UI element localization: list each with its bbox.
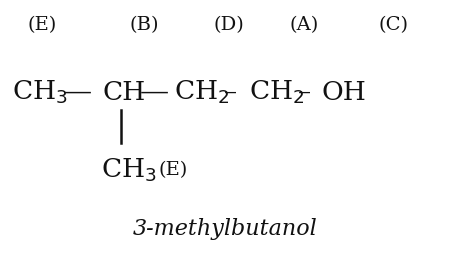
Text: —: — <box>63 78 92 106</box>
Text: (E): (E) <box>158 160 188 178</box>
Text: CH$_{3}$: CH$_{3}$ <box>12 78 68 106</box>
Text: (A): (A) <box>289 16 319 34</box>
Text: (E): (E) <box>27 16 56 34</box>
Text: CH: CH <box>103 80 146 105</box>
Text: –: – <box>224 80 237 105</box>
Text: CH$_{3}$: CH$_{3}$ <box>100 155 156 183</box>
Text: –: – <box>298 80 311 105</box>
Text: (C): (C) <box>378 16 408 34</box>
Text: 3-methylbutanol: 3-methylbutanol <box>133 217 317 239</box>
Text: (B): (B) <box>130 16 159 34</box>
Text: CH$_{2}$: CH$_{2}$ <box>248 78 304 106</box>
Text: (D): (D) <box>214 16 245 34</box>
Text: —: — <box>140 78 169 106</box>
Text: OH: OH <box>322 80 367 105</box>
Text: CH$_{2}$: CH$_{2}$ <box>174 78 230 106</box>
